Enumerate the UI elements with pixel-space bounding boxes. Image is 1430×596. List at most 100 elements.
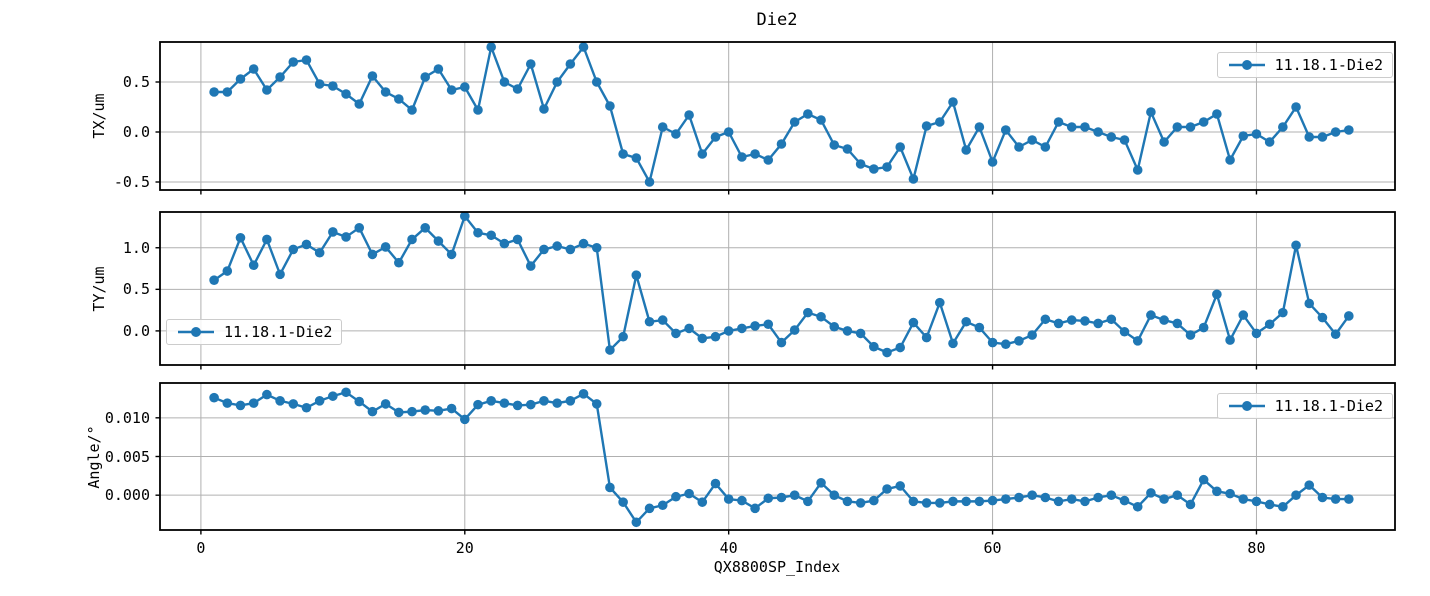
data-point: [301, 239, 312, 250]
data-point: [1172, 490, 1183, 500]
data-point: [1198, 474, 1209, 485]
data-point: [961, 316, 971, 327]
data-point: [869, 341, 879, 352]
data-point: [605, 482, 615, 493]
data-point: [512, 84, 523, 94]
data-point: [961, 145, 971, 155]
data-point: [1106, 132, 1117, 142]
data-point: [1027, 490, 1037, 500]
data-point: [697, 333, 708, 344]
data-point: [1304, 132, 1315, 142]
data-point: [1212, 486, 1222, 497]
data-point: [578, 238, 589, 249]
data-point: [1066, 315, 1077, 325]
data-point: [710, 478, 721, 489]
data-point: [1027, 135, 1037, 145]
data-point: [882, 347, 892, 358]
data-point: [684, 488, 694, 499]
data-point: [1264, 137, 1275, 147]
data-point: [1093, 318, 1103, 329]
data-point: [539, 395, 549, 406]
data-point: [578, 389, 589, 399]
data-point: [1172, 122, 1183, 132]
data-point: [565, 395, 576, 406]
x-tick-label: 60: [983, 539, 1002, 557]
data-point: [248, 64, 259, 74]
data-point: [882, 162, 892, 172]
data-point: [499, 398, 510, 408]
data-point: [895, 342, 906, 353]
data-point: [1291, 102, 1301, 112]
data-point: [618, 497, 628, 507]
data-point: [1146, 310, 1156, 320]
data-point: [1146, 107, 1156, 117]
data-point: [1198, 117, 1209, 127]
x-axis-label: QX8800SP_Index: [713, 558, 841, 576]
data-point: [446, 85, 457, 95]
data-point: [1053, 117, 1064, 127]
data-point: [987, 157, 998, 167]
data-point: [1119, 135, 1130, 145]
legend-label: 11.18.1-Die2: [1274, 56, 1383, 74]
data-point: [803, 109, 813, 119]
data-point: [1225, 155, 1235, 165]
data-point: [1238, 494, 1249, 504]
y-tick-label: 0.010: [104, 408, 150, 427]
data-point: [591, 242, 602, 253]
legend-line-marker-icon: [1228, 60, 1265, 70]
data-point: [420, 72, 431, 82]
data-point: [525, 59, 536, 69]
data-point: [341, 89, 351, 99]
data-point: [671, 328, 681, 339]
data-point: [723, 127, 734, 137]
data-point: [816, 115, 826, 125]
y-tick-label: -0.5: [113, 173, 150, 191]
data-point: [288, 57, 299, 67]
y-tick-label: 0.005: [104, 447, 150, 466]
data-point: [1291, 490, 1301, 500]
data-point: [301, 402, 312, 413]
data-point: [262, 85, 272, 95]
x-tick-label: 40: [719, 539, 738, 557]
data-point: [394, 94, 404, 104]
data-point: [394, 407, 404, 418]
data-point: [763, 493, 774, 504]
data-point: [222, 87, 233, 97]
data-point: [763, 155, 774, 165]
data-point: [380, 242, 391, 252]
data-point: [1119, 495, 1130, 506]
data-point: [1212, 289, 1222, 300]
data-point: [552, 241, 562, 251]
data-point: [816, 311, 826, 322]
data-point: [618, 331, 628, 342]
data-point: [275, 269, 285, 280]
data-point: [1185, 122, 1196, 132]
data-point: [657, 500, 668, 511]
data-point: [1304, 480, 1315, 490]
data-point: [1278, 122, 1288, 132]
data-point: [578, 42, 589, 52]
data-point: [539, 244, 549, 255]
legend-ty: 11.18.1-Die2: [166, 319, 343, 345]
data-point: [525, 399, 536, 410]
data-point: [961, 496, 971, 507]
data-point: [882, 484, 892, 494]
data-point: [1330, 329, 1341, 340]
data-line: [213, 213, 1350, 354]
data-point: [750, 149, 760, 159]
data-point: [235, 74, 246, 84]
data-point: [486, 230, 496, 241]
data-point: [301, 55, 312, 65]
data-point: [855, 328, 866, 339]
data-point: [473, 105, 483, 115]
chart-title: Die2: [756, 10, 798, 30]
data-point: [394, 257, 404, 268]
legend-label: 11.18.1-Die2: [1274, 397, 1383, 415]
data-point: [1146, 488, 1156, 498]
data-point: [1344, 311, 1354, 321]
data-point: [1185, 499, 1196, 510]
data-point: [420, 222, 431, 233]
data-point: [1106, 314, 1117, 325]
